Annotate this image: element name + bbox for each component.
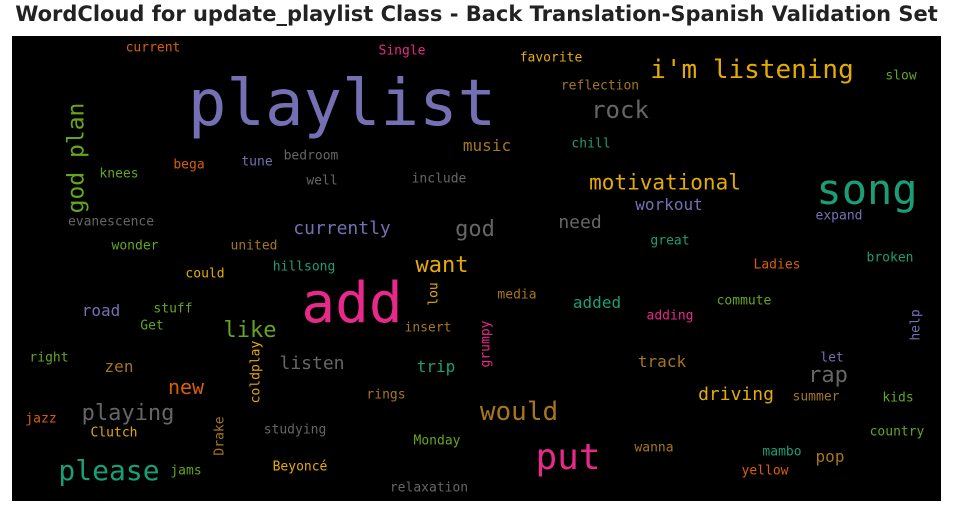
word-trip: trip: [416, 357, 456, 376]
word-zen: zen: [104, 357, 134, 376]
word-track: track: [637, 352, 687, 371]
word-studying: studying: [263, 422, 327, 438]
word-please: please: [58, 454, 160, 487]
word-added: added: [572, 293, 622, 312]
word-chill: chill: [571, 136, 611, 152]
word-united: united: [230, 238, 278, 254]
word-like: like: [223, 318, 277, 343]
word-song: song: [816, 165, 918, 214]
word-mambo: mambo: [762, 444, 802, 460]
word-coldplay: coldplay: [248, 340, 264, 404]
word-hillsong: hillsong: [272, 259, 336, 275]
word-well: well: [306, 173, 338, 189]
word-media: media: [497, 287, 537, 303]
word-evanescence: evanescence: [67, 214, 155, 230]
word-clutch: Clutch: [90, 425, 138, 441]
word-i-m-listening: i'm listening: [650, 55, 854, 85]
word-cloud-canvas: playlist add song put i'm listening please wou…: [12, 36, 941, 501]
word-currently: currently: [293, 218, 391, 239]
word-god-plan: god plan: [63, 102, 90, 214]
word-drake: Drake: [212, 416, 228, 456]
word-wanna: wanna: [634, 440, 674, 456]
word-grumpy: grumpy: [478, 320, 494, 368]
word-playing: playing: [81, 401, 175, 426]
word-stuff: stuff: [153, 301, 193, 317]
word-tune: tune: [241, 154, 273, 170]
word-bega: bega: [173, 157, 205, 173]
word-music: music: [462, 136, 512, 155]
word-expand: expand: [815, 208, 863, 224]
word-listen: listen: [279, 353, 345, 374]
word-want: want: [415, 253, 469, 278]
chart-title: WordCloud for update_playlist Class - Ba…: [15, 2, 938, 26]
word-help: help: [908, 309, 924, 341]
word-ladies: Ladies: [753, 257, 801, 273]
word-current: current: [125, 40, 181, 56]
word-reflection: reflection: [560, 78, 640, 94]
word-beyoncé: Beyoncé: [272, 459, 328, 475]
word-need: need: [558, 212, 602, 233]
word-relaxation: relaxation: [389, 480, 469, 496]
word-add: add: [301, 271, 403, 336]
word-rap: rap: [808, 363, 848, 388]
word-rings: rings: [366, 387, 406, 403]
word-road: road: [81, 301, 121, 320]
word-great: great: [650, 233, 690, 249]
word-would: would: [479, 397, 559, 427]
word-workout: workout: [635, 195, 703, 214]
word-jazz: jazz: [25, 411, 57, 427]
word-monday: Monday: [413, 433, 461, 449]
word-right: right: [29, 350, 69, 366]
word-get: Get: [140, 318, 164, 334]
word-motivational: motivational: [589, 170, 741, 195]
word-single: Single: [378, 43, 426, 59]
word-driving: driving: [698, 384, 774, 405]
word-slow: slow: [885, 68, 917, 84]
word-knees: knees: [99, 166, 139, 182]
word-broken: broken: [866, 250, 914, 266]
word-playlist: playlist: [187, 67, 497, 141]
word-yellow: yellow: [741, 463, 789, 479]
word-pop: pop: [815, 447, 845, 466]
word-rock: rock: [591, 96, 649, 124]
word-favorite: favorite: [519, 50, 583, 66]
word-kids: kids: [882, 390, 914, 406]
word-country: country: [869, 424, 925, 440]
word-jams: jams: [170, 463, 202, 479]
word-wonder: wonder: [111, 238, 159, 254]
word-include: include: [411, 171, 467, 187]
word-commute: commute: [716, 293, 772, 309]
word-new: new: [167, 375, 205, 399]
word-could: could: [185, 266, 225, 282]
word-let: let: [820, 350, 844, 366]
word-insert: insert: [404, 320, 452, 336]
word-lou: lou: [426, 282, 442, 306]
word-put: put: [535, 437, 601, 478]
word-summer: summer: [792, 389, 840, 405]
word-bedroom: bedroom: [283, 148, 339, 164]
word-adding: adding: [646, 308, 694, 324]
word-god: god: [455, 217, 495, 242]
